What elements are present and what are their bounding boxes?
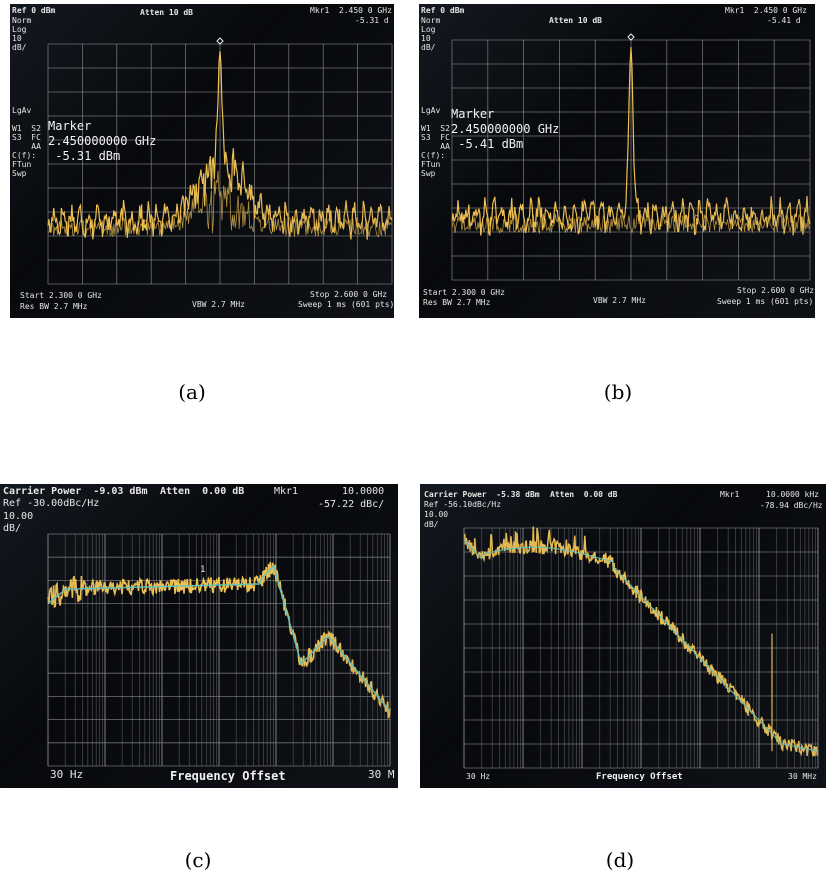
stop-frequency: Stop 2.600 0 GHz xyxy=(737,286,815,295)
scale-unit: dB/ xyxy=(424,520,439,529)
marker-frequency: 2.450000000 GHz xyxy=(451,122,560,136)
left-label: FTun xyxy=(12,160,32,169)
left-label: S3 FC xyxy=(421,133,450,142)
start-frequency: Start 2.300 0 GHz xyxy=(423,288,505,297)
resolution-bandwidth: Res BW 2.7 MHz xyxy=(423,298,491,307)
sweep-time: Sweep 1 ms (601 pts) xyxy=(717,297,814,306)
marker-label: Mkr1 xyxy=(274,486,299,497)
video-bandwidth: VBW 2.7 MHz xyxy=(593,296,646,305)
start-offset: 30 Hz xyxy=(50,768,84,781)
marker-level: -78.94 dBc/Hz xyxy=(760,501,823,510)
start-frequency: Start 2.300 0 GHz xyxy=(20,291,102,300)
video-bandwidth: VBW 2.7 MHz xyxy=(192,300,245,309)
reference-level: Ref -56.10dBc/Hz xyxy=(424,500,502,509)
axis-title: Frequency Offset xyxy=(170,769,286,783)
left-label: Log xyxy=(421,25,436,34)
marker-level: -5.41 dBm xyxy=(451,137,524,151)
stop-offset: 30 M xyxy=(368,768,395,781)
attenuation: Atten 0.00 dB xyxy=(550,490,618,499)
smoothed-trace xyxy=(47,564,391,712)
left-label: Log xyxy=(12,25,27,34)
marker-diamond xyxy=(627,33,635,41)
left-label: Norm xyxy=(12,16,32,25)
left-label: C(f): xyxy=(421,151,446,160)
left-label: 10 xyxy=(12,34,22,43)
caption-b: (b) xyxy=(603,380,633,404)
scale-value: 10.00 xyxy=(424,510,449,519)
phase-noise-plot xyxy=(47,533,391,767)
axis-title: Frequency Offset xyxy=(596,772,683,782)
left-label: W1 S2 xyxy=(421,124,450,133)
left-label: C(f): xyxy=(12,151,37,160)
marker-level: -57.22 dBc/ xyxy=(318,499,385,510)
attenuation: Atten 10 dB xyxy=(140,8,193,17)
left-label: Swp xyxy=(12,169,27,178)
left-label: S3 FC xyxy=(12,133,41,142)
scale-value: 10.00 xyxy=(3,511,34,522)
left-label: Norm xyxy=(421,16,441,25)
sweep-time: Sweep 1 ms (601 pts) xyxy=(298,300,394,309)
phase-noise-panel-d: Carrier Power -5.38 dBm Atten 0.00 dB Mk… xyxy=(420,484,826,788)
marker-readout-level: -5.41 d xyxy=(767,16,801,25)
marker-title: Marker xyxy=(451,107,495,121)
smoothed-trace xyxy=(463,539,819,752)
left-label: dB/ xyxy=(421,43,436,52)
marker-level: -5.31 dBm xyxy=(48,149,121,163)
reference-level: Ref 0 dBm xyxy=(12,6,56,15)
left-label: FTun xyxy=(421,160,441,169)
left-label: AA xyxy=(421,142,450,151)
marker-frequency: 10.0000 kHz xyxy=(766,490,819,499)
stop-frequency: Stop 2.600 0 GHz xyxy=(310,290,388,299)
phase-noise-plot xyxy=(463,526,819,769)
marker-frequency: 2.450000000 GHz xyxy=(48,134,157,148)
resolution-bandwidth: Res BW 2.7 MHz xyxy=(20,302,88,311)
spectrum-trace xyxy=(451,47,811,236)
left-label: LgAv xyxy=(421,106,441,115)
left-label: W1 S2 xyxy=(12,124,41,133)
start-offset: 30 Hz xyxy=(466,772,491,781)
reference-level: Ref 0 dBm xyxy=(421,6,465,15)
spectrum-plot xyxy=(47,37,393,285)
marker-title: Marker xyxy=(48,119,92,133)
marker-number: 1 xyxy=(200,565,206,575)
left-label: dB/ xyxy=(12,43,27,52)
analyzer-screen xyxy=(10,4,394,318)
marker-readout-freq: Mkr1 2.450 0 GHz xyxy=(310,6,392,15)
spectrum-trace xyxy=(47,51,393,240)
attenuation: Atten 0.00 dB xyxy=(160,486,245,497)
marker-readout-level: -5.31 d xyxy=(355,16,389,25)
spectrum-panel-a: Ref 0 dBm Atten 10 dB Mkr1 2.450 0 GHz -… xyxy=(10,4,394,318)
analyzer-screen xyxy=(419,4,815,318)
spectrum-panel-b: Ref 0 dBm Atten 10 dB Mkr1 2.450 0 GHz -… xyxy=(419,4,815,318)
phase-noise-trace xyxy=(47,561,391,720)
marker-readout-freq: Mkr1 2.450 0 GHz xyxy=(725,6,807,15)
stop-offset: 30 MHz xyxy=(788,772,817,781)
spectrum-trace-jitter xyxy=(47,170,393,238)
carrier-power: Carrier Power -9.03 dBm xyxy=(3,486,148,497)
caption-c: (c) xyxy=(184,848,212,872)
left-label: LgAv xyxy=(12,106,32,115)
carrier-power: Carrier Power -5.38 dBm xyxy=(424,490,540,499)
left-label: AA xyxy=(12,142,41,151)
phase-noise-panel-c: Carrier Power -9.03 dBm Atten 0.00 dB Mk… xyxy=(0,484,398,788)
left-label: 10 xyxy=(421,34,431,43)
left-label: Swp xyxy=(421,169,436,178)
spectrum-plot xyxy=(451,33,811,281)
reference-level: Ref -30.00dBc/Hz xyxy=(3,498,100,509)
marker-diamond xyxy=(216,37,224,45)
marker-label: Mkr1 xyxy=(720,490,740,499)
scale-unit: dB/ xyxy=(3,523,22,534)
spectrum-trace-jitter xyxy=(451,213,811,235)
caption-d: (d) xyxy=(605,848,635,872)
attenuation: Atten 10 dB xyxy=(549,16,602,25)
caption-a: (a) xyxy=(178,380,206,404)
marker-frequency: 10.0000 xyxy=(342,486,385,497)
